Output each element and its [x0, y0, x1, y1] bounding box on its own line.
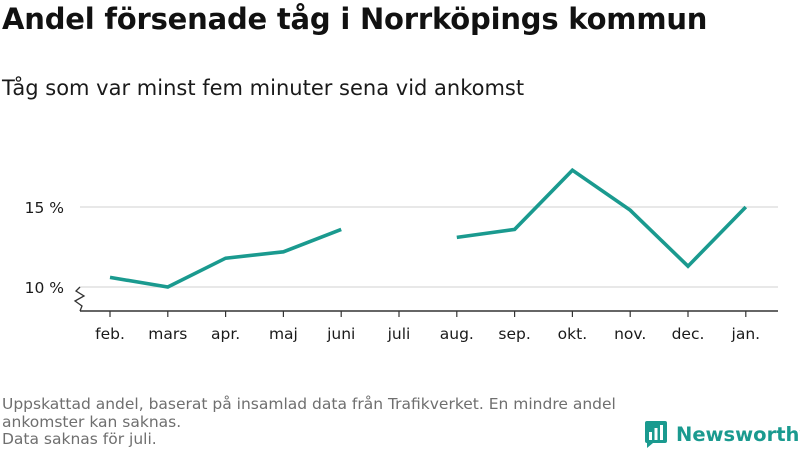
x-tick-label: apr. [211, 325, 240, 343]
x-tick-label: jan. [731, 325, 761, 343]
y-tick-label: 10 % [25, 279, 64, 297]
logo-text: Newsworthy [676, 422, 800, 446]
x-tick-label: okt. [558, 325, 587, 343]
y-tick-label: 15 % [25, 199, 64, 217]
series-line [109, 227, 342, 289]
x-axis: feb. mars apr. maj juni juli aug. sep. okt. nov. d… [80, 310, 778, 343]
x-tick-label: sep. [498, 325, 530, 343]
footnote-line: Data saknas för juli. [2, 430, 157, 448]
y-axis: 10 % 15 % [25, 199, 64, 297]
axis-break-zigzag [73, 286, 86, 312]
chart-title: Andel försenade tåg i Norrköpings kommun [2, 2, 708, 36]
x-tick-label: juli [387, 325, 411, 343]
series-line [456, 167, 748, 269]
x-tick-label: juni [326, 325, 355, 343]
footnote: Uppskattad andel, baserat på insamlad da… [2, 395, 642, 449]
footnote-line: ankomster kan saknas. [2, 412, 182, 431]
x-tick-label: aug. [440, 325, 474, 343]
x-tick-label: dec. [672, 325, 705, 343]
x-tick-label: maj [269, 325, 298, 343]
bar-chart-icon [645, 421, 667, 448]
footnote-line: Uppskattad andel, baserat på insamlad da… [2, 395, 616, 413]
x-tick-label: nov. [614, 325, 646, 343]
x-tick-label: feb. [95, 325, 125, 343]
newsworthy-logo: Newsworthy [644, 420, 800, 448]
y-axis-break [73, 286, 86, 312]
chart-subtitle: Tåg som var minst fem minuter sena vid a… [2, 76, 525, 100]
x-tick-label: mars [148, 325, 187, 343]
line-chart: feb. mars apr. maj juni juli aug. sep. okt. nov. d… [25, 167, 778, 343]
gridlines [80, 206, 778, 288]
series-lines [109, 167, 748, 289]
